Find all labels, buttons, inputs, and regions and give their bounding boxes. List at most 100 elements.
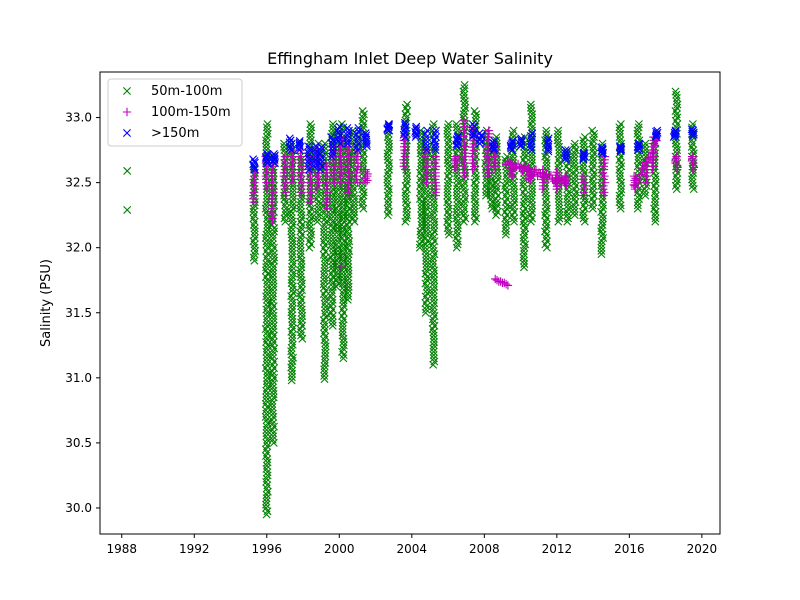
data-point bbox=[338, 321, 347, 330]
data-point bbox=[443, 133, 452, 142]
data-point bbox=[333, 198, 342, 207]
data-point bbox=[616, 172, 625, 181]
x-tick-label: 2020 bbox=[687, 542, 718, 556]
data-point bbox=[320, 371, 329, 380]
data-point bbox=[555, 201, 564, 210]
data-point bbox=[634, 155, 643, 164]
data-point bbox=[262, 494, 271, 503]
data-point bbox=[526, 103, 535, 112]
data-point bbox=[503, 281, 513, 290]
data-point bbox=[280, 146, 289, 155]
data-point bbox=[429, 354, 438, 363]
data-point bbox=[343, 211, 352, 220]
data-point bbox=[520, 243, 529, 252]
data-point bbox=[631, 174, 640, 183]
data-point bbox=[460, 84, 469, 93]
data-point bbox=[429, 233, 438, 242]
data-point bbox=[527, 207, 536, 216]
data-point bbox=[287, 363, 296, 372]
data-point bbox=[348, 162, 357, 171]
data-point bbox=[493, 201, 502, 210]
data-point bbox=[570, 162, 579, 171]
data-point bbox=[475, 129, 484, 138]
data-point bbox=[430, 204, 439, 213]
data-point bbox=[651, 178, 660, 187]
data-point bbox=[268, 272, 277, 281]
data-point bbox=[343, 214, 352, 223]
data-point bbox=[321, 306, 330, 315]
data-point bbox=[320, 322, 329, 331]
data-point bbox=[297, 331, 306, 340]
data-point bbox=[444, 152, 453, 161]
data-point bbox=[429, 120, 438, 129]
data-point bbox=[262, 139, 271, 148]
data-point bbox=[263, 224, 272, 233]
data-point bbox=[429, 289, 438, 298]
data-point bbox=[384, 162, 393, 171]
data-point bbox=[287, 373, 296, 382]
data-point bbox=[263, 471, 272, 480]
data-point bbox=[651, 175, 660, 184]
data-point bbox=[452, 188, 461, 197]
data-point bbox=[517, 134, 526, 143]
data-point bbox=[313, 217, 322, 226]
data-point bbox=[269, 386, 278, 395]
data-point bbox=[328, 315, 337, 324]
data-point bbox=[320, 273, 329, 282]
data-point bbox=[589, 162, 598, 171]
data-point bbox=[443, 188, 452, 197]
data-point bbox=[358, 116, 367, 125]
data-point bbox=[327, 230, 336, 239]
data-point bbox=[554, 126, 563, 135]
data-point bbox=[471, 185, 480, 194]
data-point bbox=[552, 168, 561, 177]
data-point bbox=[470, 207, 479, 216]
data-point bbox=[633, 129, 642, 138]
data-point bbox=[262, 425, 271, 434]
data-point bbox=[262, 201, 271, 210]
data-point bbox=[444, 214, 453, 223]
data-point bbox=[263, 282, 272, 291]
data-point bbox=[263, 458, 272, 467]
data-point bbox=[327, 201, 336, 210]
data-point bbox=[296, 240, 305, 249]
data-point bbox=[306, 133, 315, 142]
data-point bbox=[268, 370, 277, 379]
data-point bbox=[508, 178, 517, 187]
data-point bbox=[268, 419, 277, 428]
data-point bbox=[263, 318, 272, 327]
data-point bbox=[262, 461, 271, 470]
data-point bbox=[268, 269, 277, 278]
data-point bbox=[570, 159, 579, 168]
data-point bbox=[421, 139, 430, 148]
data-point bbox=[453, 227, 462, 236]
data-point bbox=[423, 276, 431, 285]
data-point bbox=[429, 285, 438, 294]
data-point bbox=[269, 292, 278, 301]
data-point bbox=[262, 477, 271, 486]
data-point bbox=[528, 185, 537, 194]
data-point bbox=[634, 120, 643, 129]
data-point bbox=[328, 149, 337, 158]
data-point bbox=[429, 344, 438, 353]
data-point bbox=[460, 191, 469, 200]
data-point bbox=[687, 125, 696, 134]
data-point bbox=[671, 126, 680, 135]
data-point bbox=[287, 376, 296, 385]
data-point bbox=[589, 172, 598, 181]
data-point bbox=[580, 151, 589, 160]
axes: 1988 1992 1996 2000 2004 2008 2012 2016 2020 30.0… bbox=[65, 71, 721, 556]
data-point bbox=[344, 285, 353, 294]
data-point bbox=[268, 299, 277, 307]
data-point bbox=[338, 269, 346, 278]
data-point bbox=[338, 331, 347, 340]
data-point bbox=[673, 146, 682, 155]
data-point bbox=[296, 201, 305, 210]
data-point bbox=[453, 194, 462, 203]
data-point bbox=[616, 120, 625, 129]
data-point bbox=[289, 194, 298, 203]
data-point bbox=[570, 204, 579, 213]
data-point bbox=[429, 295, 438, 304]
legend-entry: 50m-100m bbox=[123, 84, 222, 99]
data-point bbox=[579, 214, 588, 223]
